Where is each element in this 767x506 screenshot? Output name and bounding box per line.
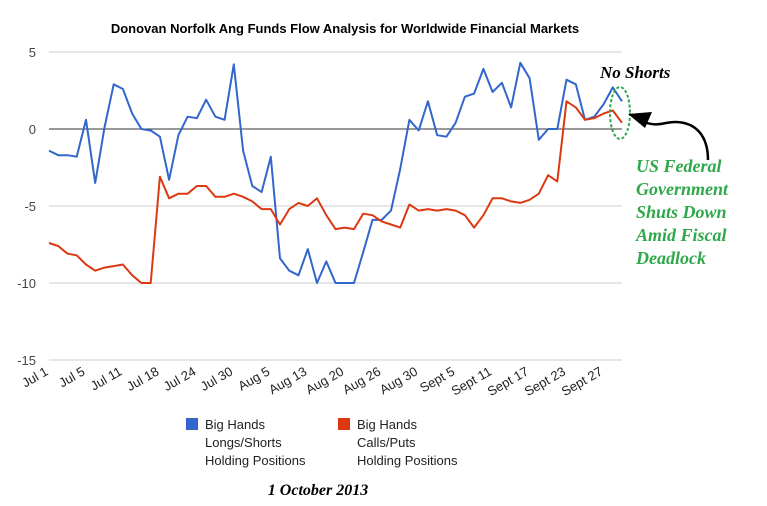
- x-tick-label: Jul 5: [56, 364, 87, 391]
- x-tick-label: Aug 26: [340, 364, 383, 398]
- x-tick-label: Aug 5: [235, 364, 272, 394]
- legend-label-2: Big Hands: [357, 417, 417, 432]
- annotation-event-line: Amid Fiscal: [635, 225, 727, 245]
- legend: Big Hands Longs/Shorts Holding Positions Bi…: [186, 417, 458, 468]
- y-tick-label: 5: [29, 45, 36, 60]
- y-tick-label: -5: [24, 199, 36, 214]
- annotation-arrowhead: [628, 112, 652, 128]
- legend-label-1: Big Hands: [205, 417, 265, 432]
- legend-label-1: Longs/Shorts: [205, 435, 282, 450]
- y-tick-label: -15: [17, 353, 36, 368]
- legend-swatch-2: [338, 418, 350, 430]
- y-tick-label: -10: [17, 276, 36, 291]
- legend-label-2: Calls/Puts: [357, 435, 416, 450]
- annotation-event-line: Shuts Down: [636, 202, 727, 222]
- annotation-highlight-ellipse: [609, 86, 631, 140]
- series-line-2: [48, 100, 623, 284]
- x-axis-ticks: Jul 1 Jul 5 Jul 11 Jul 18 Jul 24 Jul 30 Aug 5A…: [19, 364, 605, 399]
- series-lines: [48, 61, 623, 284]
- x-tick-label: Aug 30: [377, 364, 420, 398]
- legend-swatch-1: [186, 418, 198, 430]
- legend-label-1: Holding Positions: [205, 453, 306, 468]
- annotation-event-line: US Federal: [636, 156, 722, 176]
- chart-date: 1 October 2013: [268, 482, 368, 499]
- annotation-event-text: US Federal Government Shuts Down Amid Fisca…: [635, 156, 729, 268]
- gridlines: [49, 51, 622, 361]
- annotation-event-line: Government: [636, 179, 729, 199]
- annotation-no-shorts: No Shorts: [599, 63, 671, 82]
- x-tick-label: Aug 20: [303, 364, 346, 398]
- chart-title: Donovan Norfolk Ang Funds Flow Analysis …: [111, 21, 579, 36]
- y-axis-ticks: 5 0 -5 -10 -15: [17, 45, 36, 368]
- y-tick-label: 0: [29, 122, 36, 137]
- series-line-1: [48, 61, 623, 284]
- x-tick-label: Sept 23: [522, 364, 568, 399]
- x-tick-label: Sept 17: [485, 364, 531, 399]
- legend-label-2: Holding Positions: [357, 453, 458, 468]
- x-tick-label: Aug 13: [266, 364, 309, 398]
- annotation-arrow: [639, 119, 710, 161]
- x-tick-label: Jul 11: [88, 364, 125, 394]
- x-tick-label: Sept 27: [559, 364, 605, 399]
- x-tick-label: Sept 11: [449, 364, 494, 399]
- x-tick-label: Jul 30: [198, 364, 236, 394]
- x-tick-label: Jul 18: [124, 364, 162, 394]
- annotation-event-line: Deadlock: [635, 248, 706, 268]
- x-tick-label: Jul 24: [161, 364, 199, 394]
